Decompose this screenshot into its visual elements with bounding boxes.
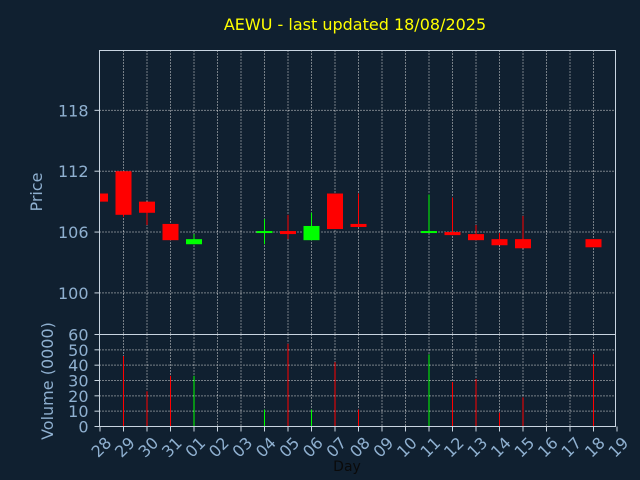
volume-grid bbox=[99, 334, 616, 427]
x-axis-label: Day bbox=[333, 459, 361, 475]
volume-series bbox=[123, 343, 594, 427]
price-tick-label: 118 bbox=[58, 101, 89, 120]
price-axis-label: Price bbox=[27, 172, 46, 211]
candle-body bbox=[303, 225, 320, 241]
chart-title: AEWU - last updated 18/08/2025 bbox=[224, 15, 486, 34]
volume-tick-label: 50 bbox=[68, 341, 88, 360]
candle-body bbox=[139, 201, 155, 213]
candle-body bbox=[256, 231, 273, 234]
volume-tick-label: 0 bbox=[78, 418, 88, 437]
candle-body bbox=[468, 234, 484, 241]
candle-body bbox=[162, 223, 179, 241]
candle-body bbox=[327, 193, 343, 230]
volume-axis-label: Volume (0000) bbox=[38, 322, 57, 440]
price-axis-ticks: 100 106 112 118 bbox=[58, 101, 100, 303]
candle-body bbox=[421, 231, 437, 234]
price-plot-frame bbox=[99, 50, 616, 335]
x-axis-ticks: 2829303101020304050607080910111213141516… bbox=[87, 426, 632, 461]
candle-body bbox=[115, 171, 132, 215]
candle-body bbox=[186, 239, 202, 245]
candle-body bbox=[491, 239, 508, 246]
candle-body bbox=[100, 193, 108, 202]
candle-body bbox=[350, 223, 367, 227]
price-tick-label: 106 bbox=[58, 223, 89, 242]
candle-body bbox=[444, 232, 461, 236]
volume-tick-label: 30 bbox=[68, 372, 88, 391]
volume-tick-label: 60 bbox=[68, 326, 88, 345]
volume-tick-label: 20 bbox=[68, 387, 88, 406]
price-tick-label: 100 bbox=[58, 284, 89, 303]
candlestick-series bbox=[99, 171, 602, 249]
candle-body bbox=[280, 231, 296, 235]
x-tick-label: 19 bbox=[604, 433, 632, 461]
volume-tick-label: 10 bbox=[68, 402, 88, 421]
candle-body bbox=[515, 239, 531, 249]
volume-tick-label: 40 bbox=[68, 356, 88, 375]
price-tick-label: 112 bbox=[58, 162, 89, 181]
price-grid bbox=[99, 50, 616, 335]
candle-body bbox=[585, 239, 602, 248]
